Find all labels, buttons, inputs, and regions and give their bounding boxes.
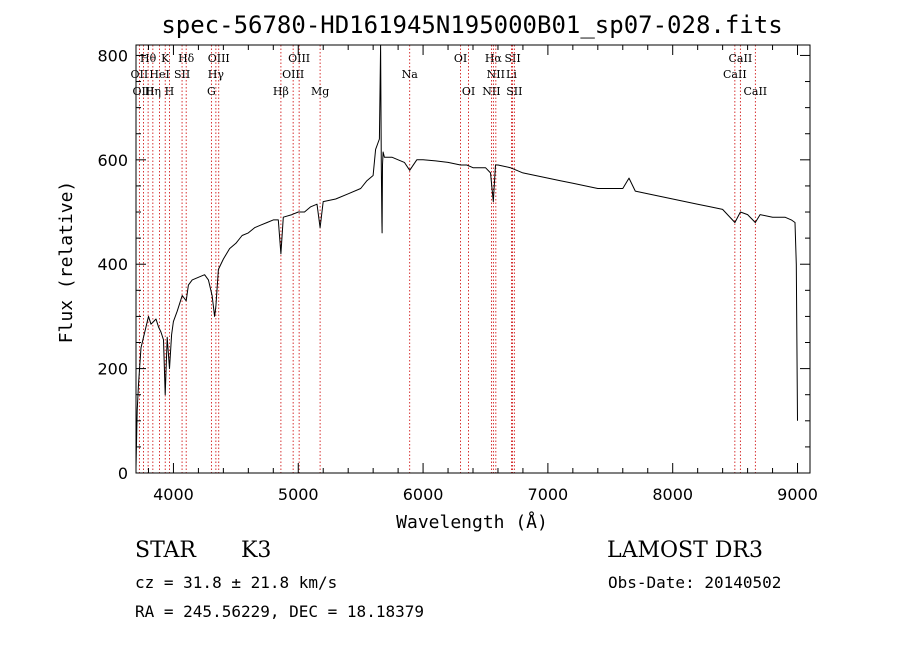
- redshift-readout: cz = 31.8 ± 21.8 km/s: [135, 573, 338, 592]
- line-marker-label: K: [161, 52, 170, 65]
- x-axis-label: Wavelength (Å): [396, 511, 548, 533]
- x-axis: 4000 5000 6000 7000 8000 9000: [147, 45, 818, 504]
- line-marker-layer: Hθ OII OIII K HeI Hη SII H Hδ OIII Hγ G OIII OIII Hβ Mg…: [131, 45, 767, 473]
- series-layer: [135, 44, 798, 468]
- line-marker-label: Na: [402, 68, 419, 81]
- line-marker-label: Hθ: [140, 52, 157, 65]
- object-class: STAR: [135, 538, 196, 563]
- y-tick-label: 800: [97, 46, 128, 65]
- line-marker-label: SII: [174, 68, 190, 81]
- y-tick-label: 600: [97, 151, 128, 170]
- object-subclass: K3: [241, 538, 272, 563]
- line-marker-label: CaII: [723, 68, 747, 81]
- spectrum-line: [135, 44, 798, 468]
- line-marker-label: OIII: [208, 52, 230, 65]
- x-tick-label: 4000: [153, 485, 194, 504]
- y-tick-label: 400: [97, 255, 128, 274]
- x-tick-label: 7000: [528, 485, 569, 504]
- line-marker-label: OII: [131, 68, 149, 81]
- line-marker-label: Hη: [145, 85, 161, 98]
- line-marker-label: OI: [462, 85, 475, 98]
- line-marker-label: OI: [454, 52, 467, 65]
- y-axis-label: Flux (relative): [56, 181, 77, 344]
- line-marker-label: HeI: [149, 68, 169, 81]
- line-marker-label: OIII: [282, 68, 304, 81]
- line-marker-label: Mg: [311, 85, 329, 98]
- line-marker-label: OIII: [132, 85, 154, 98]
- line-marker-label: Hδ: [178, 52, 195, 65]
- line-marker-label: Hγ: [208, 68, 225, 81]
- chart-title: spec-56780-HD161945N195000B01_sp07-028.f…: [161, 11, 782, 39]
- line-marker-label: CaII: [729, 52, 753, 65]
- line-marker-label: CaII: [743, 85, 767, 98]
- x-tick-label: 5000: [278, 485, 319, 504]
- line-marker-label: SII: [504, 52, 520, 65]
- plot-frame: [135, 44, 811, 474]
- y-tick-label: 200: [97, 360, 128, 379]
- survey-name: LAMOST DR3: [607, 538, 763, 563]
- y-tick-label: 0: [118, 464, 128, 483]
- line-marker-label: NII: [487, 68, 505, 81]
- x-tick-label: 9000: [777, 485, 818, 504]
- line-marker-label: Li: [506, 68, 517, 81]
- line-marker-label: OIII: [288, 52, 310, 65]
- line-marker-label: H: [165, 85, 175, 98]
- obs-date: Obs-Date: 20140502: [608, 573, 782, 592]
- x-tick-label: 6000: [403, 485, 444, 504]
- x-tick-label: 8000: [652, 485, 693, 504]
- line-marker-label: SII: [506, 85, 522, 98]
- y-axis: 0 200 400 600 800: [97, 46, 810, 483]
- line-marker-label: Hβ: [273, 85, 289, 98]
- coordinates-readout: RA = 245.56229, DEC = 18.18379: [135, 602, 424, 621]
- line-marker-label: Hα: [485, 52, 503, 65]
- line-marker-label: NII: [482, 85, 500, 98]
- line-marker-label: G: [207, 85, 216, 98]
